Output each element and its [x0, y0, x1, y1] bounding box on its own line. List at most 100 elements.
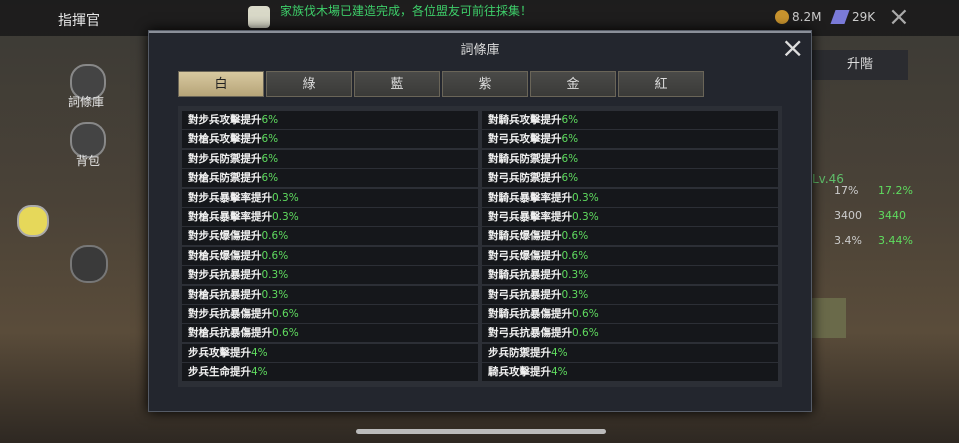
entry: 對步兵抗暴傷提升0.6%	[182, 305, 478, 323]
entry: 對騎兵暴擊率提升0.3%	[482, 188, 778, 207]
entry-value: 6%	[561, 152, 579, 165]
entry: 對步兵抗暴提升0.3%	[182, 266, 478, 285]
entry: 對弓兵抗暴提升0.3%	[482, 285, 778, 304]
top-close[interactable]: ×	[888, 2, 910, 32]
entry-name: 對弓兵暴擊率提升	[488, 211, 572, 223]
upgrade-button[interactable]: 升階	[812, 50, 908, 80]
entry-name: 對槍兵抗暴提升	[188, 288, 262, 301]
entry-name: 騎兵攻擊提升	[488, 366, 551, 379]
entry: 對弓兵爆傷提升0.6%	[482, 246, 778, 265]
entry-name: 對槍兵暴擊率提升	[188, 211, 272, 223]
stat-old: 3.4%	[834, 234, 862, 247]
entry-value: 0.3%	[572, 191, 599, 204]
close-button[interactable]: ×	[781, 31, 805, 64]
resource-1: 8.2M	[792, 10, 822, 24]
entry-name: 對槍兵爆傷提升	[188, 249, 262, 262]
entry: 對弓兵暴擊率提升0.3%	[482, 208, 778, 226]
entry: 對騎兵抗暴提升0.3%	[482, 266, 778, 285]
sidebar-label[interactable]: 背包	[76, 154, 101, 168]
entry: 對弓兵攻擊提升6%	[482, 130, 778, 149]
entry: 對步兵暴擊率提升0.3%	[182, 188, 478, 207]
entry: 步兵防禦提升4%	[482, 343, 778, 362]
entry: 對槍兵抗暴提升0.3%	[182, 285, 478, 304]
entry-value: 0.6%	[261, 230, 289, 243]
modal-edge	[149, 31, 811, 33]
entry: 對槍兵爆傷提升0.6%	[182, 246, 478, 265]
notice-text: 家族伐木場已建造完成，各位盟友可前往採集！	[280, 4, 533, 18]
entry-name: 對槍兵攻擊提升	[188, 133, 262, 146]
sidebar-icon[interactable]	[70, 64, 106, 100]
gold-icon	[775, 10, 789, 24]
entry: 對步兵攻擊提升6%	[182, 111, 478, 129]
entry-name: 對騎兵抗暴提升	[488, 269, 562, 282]
entry-value: 6%	[561, 133, 579, 146]
entry-name: 步兵防禦提升	[488, 346, 551, 359]
entry-value: 0.3%	[561, 288, 589, 301]
entry: 對騎兵防禦提升6%	[482, 149, 778, 168]
entry-name: 對騎兵防禦提升	[488, 152, 562, 165]
sidebar-icon[interactable]	[70, 245, 108, 283]
entry-value: 6%	[261, 114, 279, 126]
sidebar-icon[interactable]	[70, 122, 106, 158]
entry-name: 對步兵抗暴提升	[188, 269, 262, 282]
entry-name: 對弓兵抗暴提升	[488, 288, 562, 301]
entry-value: 0.3%	[261, 288, 289, 301]
entry-name: 步兵攻擊提升	[188, 346, 251, 359]
entry-name: 對步兵暴擊率提升	[188, 191, 272, 204]
stat-new: 17.2%	[878, 184, 913, 197]
pacman-icon[interactable]	[17, 205, 49, 237]
entry-name: 對步兵防禦提升	[188, 152, 262, 165]
tab[interactable]: 藍	[354, 71, 440, 97]
entry-value: 0.3%	[272, 211, 299, 223]
entry-name: 對步兵爆傷提升	[188, 230, 262, 243]
entry-value: 0.3%	[561, 269, 589, 282]
tab[interactable]: 紫	[442, 71, 528, 97]
entry-value: 0.3%	[261, 269, 289, 282]
entry-value: 0.6%	[572, 308, 599, 320]
entry-value: 0.6%	[272, 308, 299, 320]
entry: 對弓兵防禦提升6%	[482, 169, 778, 188]
home-indicator	[356, 429, 606, 434]
gear-icon	[812, 298, 846, 338]
entry-value: 0.6%	[561, 249, 589, 262]
entry-name: 對弓兵爆傷提升	[488, 249, 562, 262]
entry: 對騎兵抗暴傷提升0.6%	[482, 305, 778, 323]
entry-value: 6%	[561, 114, 579, 126]
entry: 對騎兵爆傷提升0.6%	[482, 227, 778, 246]
entry-name: 對弓兵攻擊提升	[488, 133, 562, 146]
entry-value: 0.3%	[572, 211, 599, 223]
entry-name: 對騎兵爆傷提升	[488, 230, 562, 243]
resource-2: 29K	[852, 10, 876, 24]
tab[interactable]: 金	[530, 71, 616, 97]
entry-value: 4%	[551, 366, 568, 379]
entry-name: 對弓兵抗暴傷提升	[488, 327, 572, 340]
entry: 對步兵防禦提升6%	[182, 149, 478, 168]
tab[interactable]: 白	[178, 71, 264, 97]
entry-name: 對槍兵防禦提升	[188, 172, 262, 185]
entry: 對槍兵暴擊率提升0.3%	[182, 208, 478, 226]
entry-value: 6%	[261, 133, 279, 146]
entry-value: 6%	[261, 172, 279, 185]
entry-name: 對騎兵攻擊提升	[488, 114, 562, 126]
entry-value: 6%	[261, 152, 279, 165]
entry-value: 0.3%	[272, 191, 299, 204]
entry-name: 對步兵攻擊提升	[188, 114, 262, 126]
entry-name: 對弓兵防禦提升	[488, 172, 562, 185]
top-title[interactable]: 指揮官	[58, 13, 100, 29]
entry: 對槍兵防禦提升6%	[182, 169, 478, 188]
entry-value: 4%	[251, 366, 268, 379]
level: Lv.46	[812, 172, 844, 186]
entry-name: 步兵生命提升	[188, 366, 251, 379]
entry: 對槍兵抗暴傷提升0.6%	[182, 324, 478, 343]
entry: 步兵攻擊提升4%	[182, 343, 478, 362]
tab[interactable]: 紅	[618, 71, 704, 97]
entry-value: 0.6%	[572, 327, 599, 340]
stat-old: 3400	[834, 209, 862, 222]
entry-name: 對步兵抗暴傷提升	[188, 308, 272, 320]
entry: 騎兵攻擊提升4%	[482, 363, 778, 382]
sidebar-label[interactable]: 詞條庫	[68, 95, 105, 109]
entry-name: 對騎兵暴擊率提升	[488, 191, 572, 204]
tab[interactable]: 綠	[266, 71, 352, 97]
entry-value: 6%	[561, 172, 579, 185]
